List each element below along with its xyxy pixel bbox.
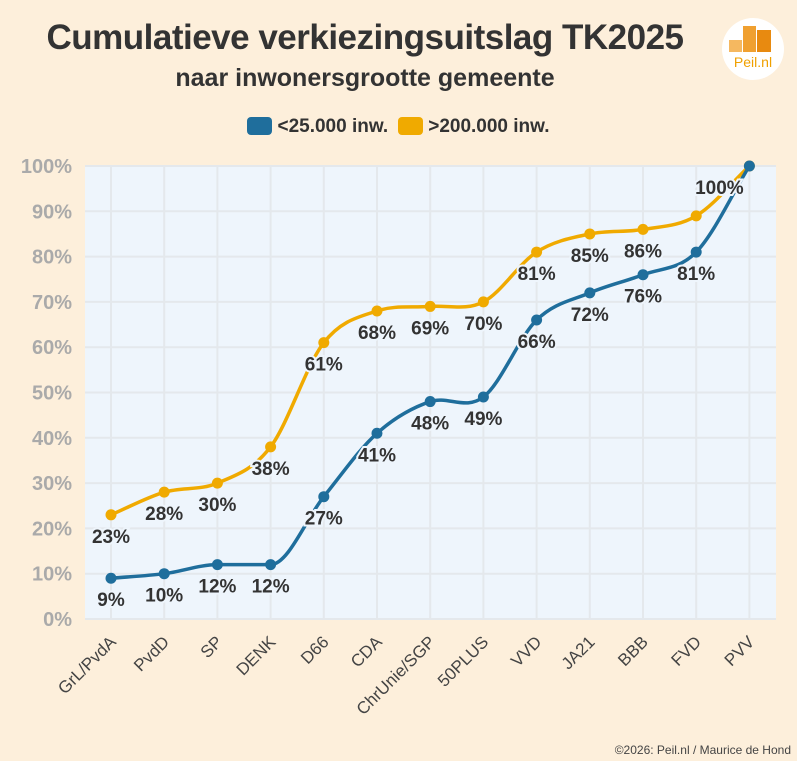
- data-label: 38%: [252, 459, 290, 480]
- data-point: [265, 441, 277, 453]
- data-point: [211, 559, 223, 571]
- x-tick-label: D66: [297, 632, 332, 667]
- data-label: 66%: [518, 332, 556, 353]
- x-tick-label: GrL/PvdA: [54, 632, 120, 698]
- data-point: [477, 391, 489, 403]
- data-point: [637, 223, 649, 235]
- data-label: 68%: [358, 323, 396, 344]
- data-point: [584, 228, 596, 240]
- legend-item-small: <25.000 inw.: [247, 116, 388, 138]
- data-label: 30%: [198, 495, 236, 516]
- legend-swatch: [247, 117, 273, 135]
- data-point: [424, 300, 436, 312]
- data-label: 70%: [464, 314, 502, 335]
- x-tick-label: VVD: [507, 632, 545, 670]
- legend: <25.000 inw. >200.000 inw.: [0, 116, 797, 138]
- x-tick-label: 50PLUS: [434, 632, 492, 690]
- legend-swatch: [398, 117, 424, 135]
- bar-logo-icon: [729, 26, 771, 52]
- x-tick-label: JA21: [558, 632, 599, 673]
- legend-item-large: >200.000 inw.: [398, 116, 550, 138]
- y-tick-label: 100%: [21, 156, 72, 178]
- data-label: 100%: [695, 178, 744, 199]
- data-label: 27%: [305, 509, 343, 530]
- data-point: [743, 160, 755, 172]
- data-label: 28%: [145, 504, 183, 525]
- data-label: 61%: [305, 355, 343, 376]
- x-tick-label: PVV: [721, 632, 759, 670]
- data-point: [211, 477, 223, 489]
- data-label: 49%: [464, 409, 502, 430]
- logo-text: Peil.nl: [733, 54, 773, 70]
- data-label: 10%: [145, 586, 183, 607]
- data-point: [584, 287, 596, 299]
- data-label: 23%: [92, 527, 130, 548]
- y-tick-label: 50%: [32, 383, 72, 405]
- data-point: [105, 509, 117, 521]
- data-point: [424, 396, 436, 408]
- x-tick-label: FVD: [668, 632, 705, 669]
- y-tick-label: 30%: [32, 473, 72, 495]
- data-point: [690, 210, 702, 222]
- data-label: 12%: [252, 577, 290, 598]
- data-label: 76%: [624, 287, 662, 308]
- data-point: [158, 568, 170, 580]
- data-label: 81%: [677, 264, 715, 285]
- data-label: 69%: [411, 318, 449, 339]
- data-point: [371, 305, 383, 317]
- data-label: 9%: [97, 590, 125, 611]
- data-point: [690, 246, 702, 258]
- data-point: [531, 246, 543, 258]
- data-point: [531, 314, 543, 326]
- data-label: 12%: [198, 577, 236, 598]
- data-point: [158, 486, 170, 498]
- legend-label: >200.000 inw.: [428, 116, 550, 137]
- data-label: 41%: [358, 445, 396, 466]
- y-tick-label: 0%: [43, 609, 72, 631]
- y-tick-label: 20%: [32, 518, 72, 540]
- data-point: [265, 559, 277, 571]
- data-label: 48%: [411, 414, 449, 435]
- data-point: [371, 427, 383, 439]
- chart-subtitle: naar inwonersgrootte gemeente: [175, 64, 555, 92]
- data-point: [318, 491, 330, 503]
- x-tick-label: CDA: [347, 632, 386, 671]
- peil-logo: Peil.nl: [722, 18, 784, 80]
- y-tick-label: 70%: [32, 292, 72, 314]
- data-label: 72%: [571, 305, 609, 326]
- y-tick-label: 80%: [32, 247, 72, 269]
- legend-label: <25.000 inw.: [277, 116, 389, 137]
- credit: ©2026: Peil.nl / Maurice de Hond: [614, 743, 791, 757]
- data-label: 85%: [571, 246, 609, 267]
- y-tick-label: 90%: [32, 201, 72, 223]
- data-label: 81%: [518, 264, 556, 285]
- data-point: [318, 337, 330, 349]
- y-tick-label: 10%: [32, 564, 72, 586]
- data-point: [105, 572, 117, 584]
- x-tick-label: BBB: [614, 632, 651, 669]
- chart-title: Cumulatieve verkiezingsuitslag TK2025: [46, 18, 684, 57]
- x-tick-label: DENK: [233, 632, 280, 679]
- y-tick-label: 60%: [32, 337, 72, 359]
- data-point: [477, 296, 489, 308]
- data-label: 86%: [624, 241, 662, 262]
- y-tick-label: 40%: [32, 428, 72, 450]
- data-point: [637, 269, 649, 281]
- x-tick-label: SP: [197, 632, 226, 661]
- x-tick-label: PvdD: [130, 632, 173, 675]
